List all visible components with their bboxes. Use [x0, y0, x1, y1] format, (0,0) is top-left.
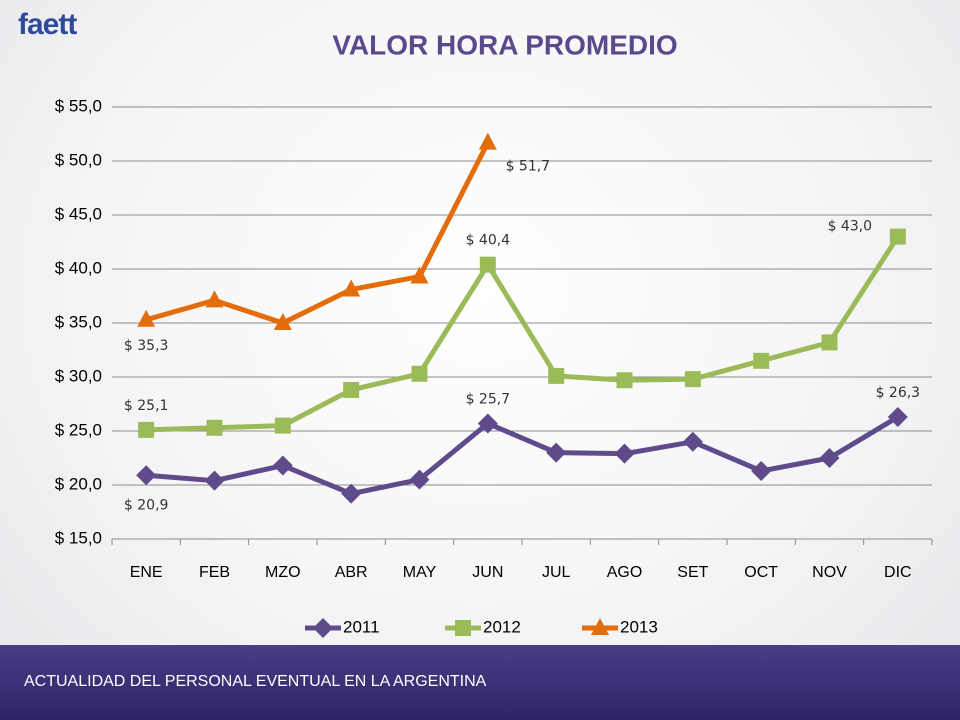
x-tick-label: FEB: [199, 564, 230, 581]
data-point: [887, 406, 908, 427]
data-point: [479, 256, 496, 273]
logo: faett: [18, 8, 77, 41]
data-point: [136, 465, 157, 486]
data-point: [274, 417, 291, 434]
data-point: [616, 372, 633, 389]
x-tick-label: ENE: [130, 564, 163, 581]
data-point: [272, 455, 293, 476]
x-tick-label: ABR: [335, 564, 368, 581]
x-tick-label: MAY: [403, 564, 437, 581]
x-tick-label: JUL: [542, 564, 571, 581]
legend-marker: [313, 618, 333, 638]
data-point: [889, 228, 906, 245]
data-label: $ 35,3: [124, 338, 169, 354]
x-tick-label: JUN: [472, 564, 503, 581]
data-label: $ 25,1: [124, 398, 169, 414]
data-label: $ 25,7: [466, 391, 511, 407]
data-point: [342, 279, 361, 297]
data-point: [273, 313, 292, 330]
x-tick-label: SET: [677, 564, 708, 581]
footer: ACTUALIDAD DEL PERSONAL EVENTUAL EN LA A…: [0, 645, 960, 720]
data-point: [206, 419, 223, 436]
data-point: [548, 367, 565, 384]
y-tick-label: $ 15,0: [55, 528, 102, 547]
series-line: [145, 414, 900, 497]
data-point: [138, 421, 155, 438]
chart-title: VALOR HORA PROMEDIO: [332, 29, 677, 60]
data-label: $ 40,4: [466, 233, 511, 249]
data-point: [411, 365, 428, 382]
data-point: [478, 132, 497, 150]
data-point: [753, 352, 770, 369]
data-point: [343, 381, 360, 398]
data-label: $ 26,3: [876, 385, 921, 401]
legend-marker: [591, 618, 609, 635]
data-point: [546, 442, 567, 463]
series-line: [146, 235, 900, 433]
x-tick-label: OCT: [744, 564, 778, 581]
series-line: [145, 141, 491, 326]
data-point: [684, 371, 701, 388]
y-tick-label: $ 20,0: [55, 474, 102, 493]
data-point: [682, 431, 703, 452]
data-label: $ 43,0: [828, 219, 873, 235]
y-tick-label: $ 35,0: [55, 312, 102, 331]
data-point: [821, 334, 838, 351]
data-label: $ 20,9: [124, 497, 169, 513]
x-tick-label: AGO: [607, 564, 643, 581]
legend-label: 2013: [620, 617, 658, 636]
data-point: [819, 448, 840, 468]
data-point: [614, 443, 635, 464]
data-point: [137, 309, 156, 327]
data-label: $ 51,7: [506, 159, 551, 175]
y-tick-label: $ 30,0: [55, 366, 102, 385]
legend-label: 2012: [483, 617, 521, 636]
data-point: [410, 266, 429, 284]
data-point: [341, 483, 362, 504]
data-point: [205, 290, 224, 308]
y-tick-label: $ 45,0: [55, 204, 102, 223]
x-tick-label: MZO: [265, 564, 301, 581]
data-point: [751, 460, 772, 481]
footer-text: ACTUALIDAD DEL PERSONAL EVENTUAL EN LA A…: [24, 673, 487, 690]
data-point: [477, 413, 498, 434]
x-tick-label: NOV: [812, 564, 847, 581]
x-tick-label: DIC: [884, 564, 912, 581]
legend-label: 2011: [343, 617, 380, 636]
y-tick-label: $ 55,0: [55, 96, 102, 115]
data-point: [409, 469, 430, 490]
data-point: [204, 470, 225, 491]
y-tick-label: $ 50,0: [55, 150, 102, 169]
y-tick-label: $ 40,0: [55, 258, 102, 277]
legend-marker: [455, 620, 471, 636]
chart: VALOR HORA PROMEDIO $ 15,0 $ 20,0 $ 25,0 $ …: [55, 29, 933, 638]
y-tick-label: $ 25,0: [55, 420, 102, 439]
